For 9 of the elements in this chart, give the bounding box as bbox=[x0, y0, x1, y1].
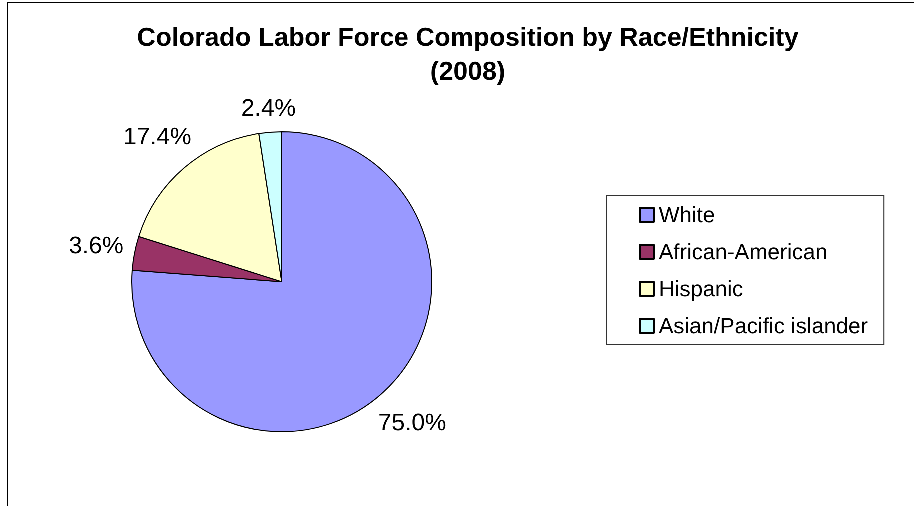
legend-label: African-American bbox=[659, 240, 828, 264]
legend-label: White bbox=[659, 202, 716, 228]
data-label: 75.0% bbox=[378, 409, 446, 436]
chart-title: Colorado Labor Force Composition by Race/Ethnicity (2008) bbox=[136, 21, 800, 88]
legend-label: Asian/Pacific islander bbox=[659, 314, 868, 338]
data-label: 3.6% bbox=[68, 232, 124, 260]
data-label: 2.4% bbox=[241, 94, 296, 122]
data-label: 17.4% bbox=[123, 123, 192, 150]
legend-label: Hispanic bbox=[659, 276, 744, 302]
